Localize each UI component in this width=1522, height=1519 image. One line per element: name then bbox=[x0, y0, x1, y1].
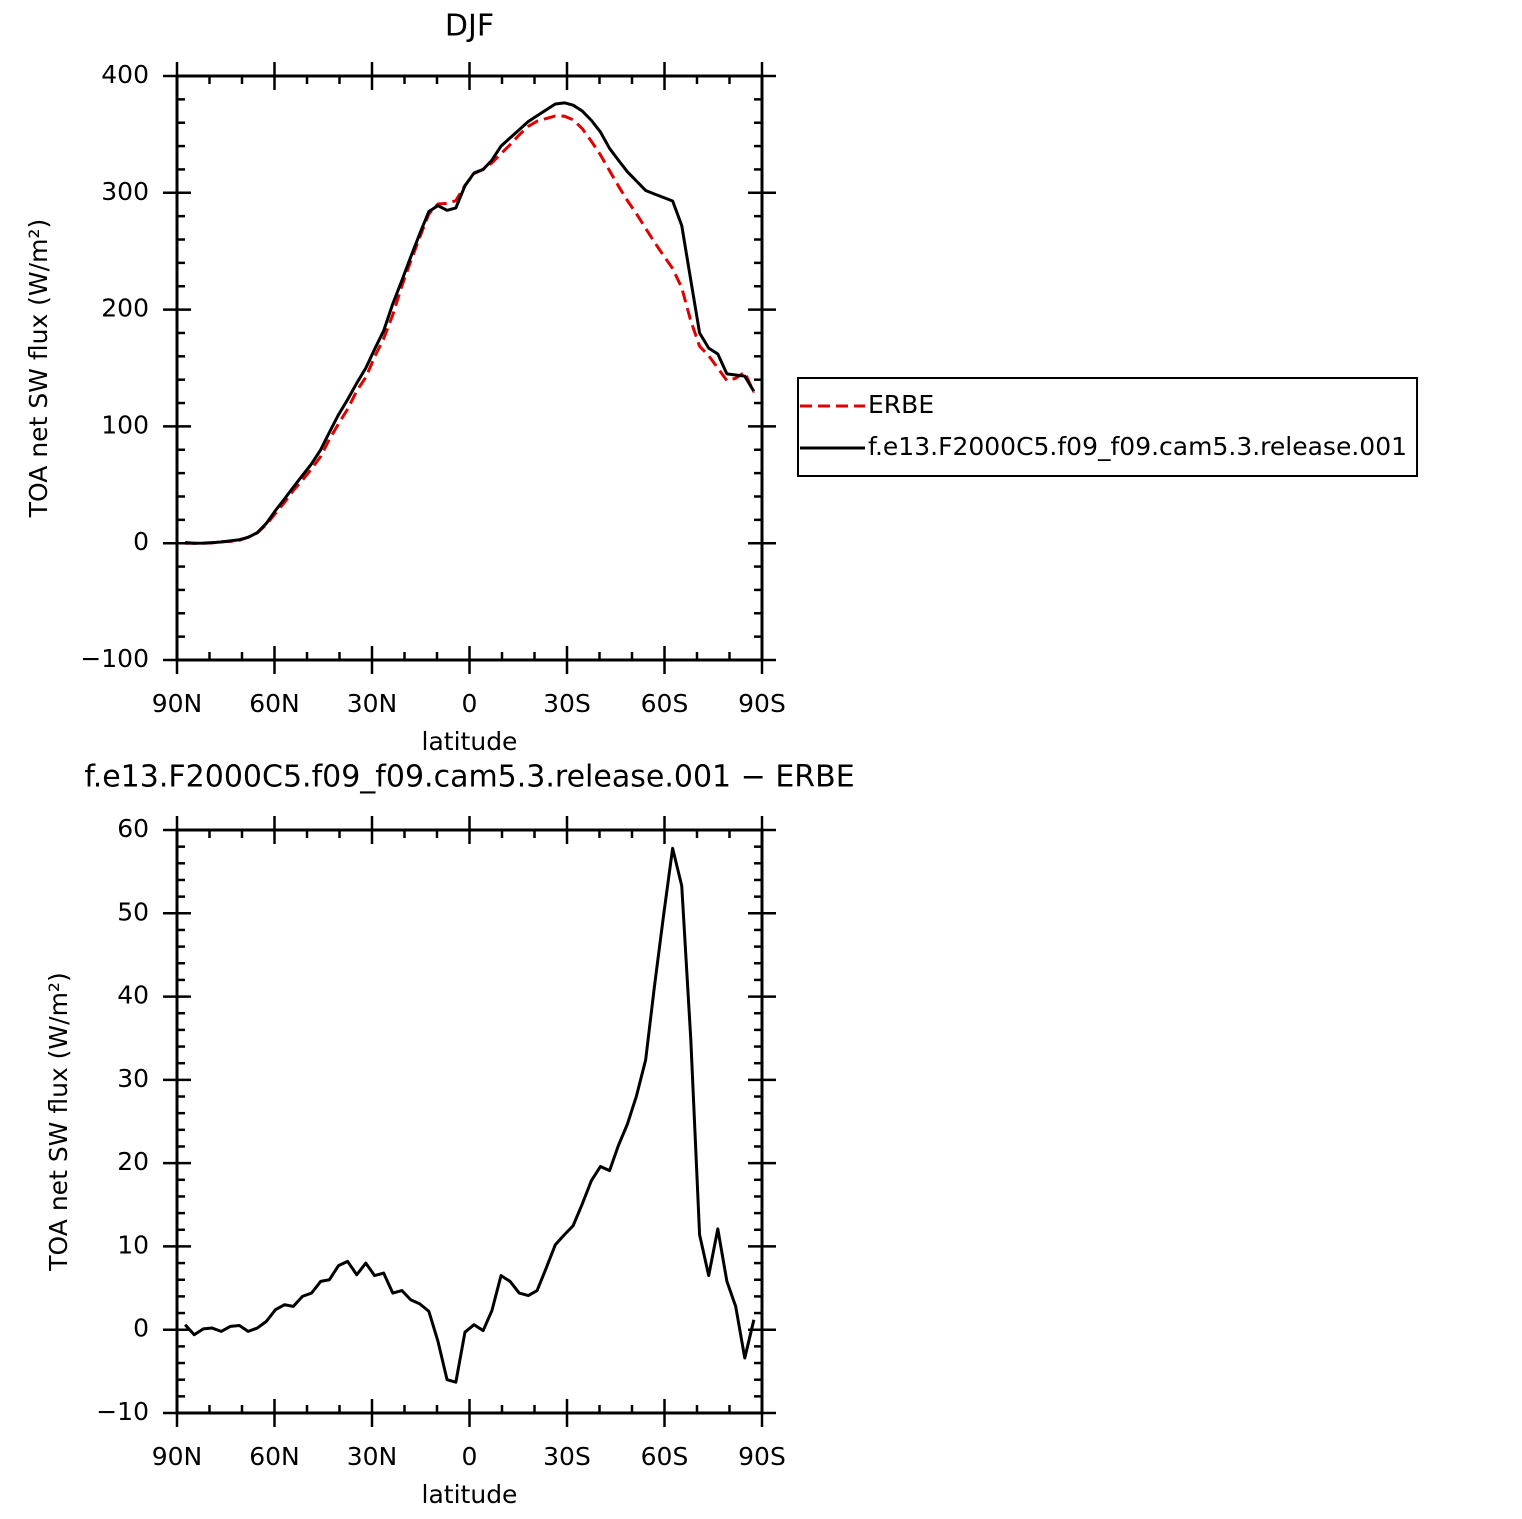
y-tick-label: 200 bbox=[101, 294, 149, 323]
legend-label: ERBE bbox=[868, 390, 934, 419]
x-tick-label: 30S bbox=[543, 689, 591, 718]
x-tick-label: 30N bbox=[347, 1442, 398, 1471]
data-line bbox=[184, 846, 756, 1384]
y-tick-label: 60 bbox=[117, 814, 149, 843]
x-tick-label: 90N bbox=[152, 689, 203, 718]
chart-title: f.e13.F2000C5.f09_f09.cam5.3.release.001… bbox=[84, 760, 854, 795]
legend-box bbox=[797, 377, 1419, 477]
y-tick-label: 30 bbox=[117, 1064, 149, 1093]
y-tick-label: 0 bbox=[133, 527, 149, 556]
y-tick-label: 20 bbox=[117, 1147, 149, 1176]
x-tick-label: 90S bbox=[738, 1442, 786, 1471]
x-tick-label: 90S bbox=[738, 689, 786, 718]
y-tick-label: 400 bbox=[101, 60, 149, 89]
x-tick-label: 0 bbox=[462, 1442, 478, 1471]
y-tick-label: 50 bbox=[117, 897, 149, 926]
y-tick-label: 40 bbox=[117, 981, 149, 1010]
x-tick-label: 60S bbox=[641, 689, 689, 718]
x-tick-label: 60N bbox=[249, 1442, 300, 1471]
legend: ERBE f.e13.F2000C5.f09_f09.cam5.3.release… bbox=[797, 377, 1419, 477]
y-tick-label: −100 bbox=[80, 644, 149, 673]
plot-frame bbox=[175, 74, 764, 662]
y-tick-label: 100 bbox=[101, 410, 149, 439]
x-tick-label: 60N bbox=[249, 689, 300, 718]
data-line bbox=[185, 101, 756, 545]
x-axis-label: latitude bbox=[422, 727, 518, 756]
x-tick-label: 30N bbox=[347, 689, 398, 718]
x-tick-label: 90N bbox=[152, 1442, 203, 1471]
y-tick-label: 10 bbox=[117, 1230, 149, 1259]
x-tick-label: 60S bbox=[641, 1442, 689, 1471]
chart-title: DJF bbox=[445, 9, 494, 44]
x-tick-label: 0 bbox=[462, 689, 478, 718]
y-tick-label: 300 bbox=[101, 177, 149, 206]
plot-frame bbox=[175, 828, 764, 1415]
y-axis-label: TOA net SW flux (W/m²) bbox=[44, 972, 73, 1271]
x-tick-label: 30S bbox=[543, 1442, 591, 1471]
legend-label: f.e13.F2000C5.f09_f09.cam5.3.release.001 bbox=[868, 432, 1407, 461]
y-axis-label: TOA net SW flux (W/m²) bbox=[24, 219, 53, 518]
y-tick-label: −10 bbox=[96, 1397, 149, 1426]
y-tick-label: 0 bbox=[133, 1314, 149, 1343]
x-axis-label: latitude bbox=[422, 1480, 518, 1509]
